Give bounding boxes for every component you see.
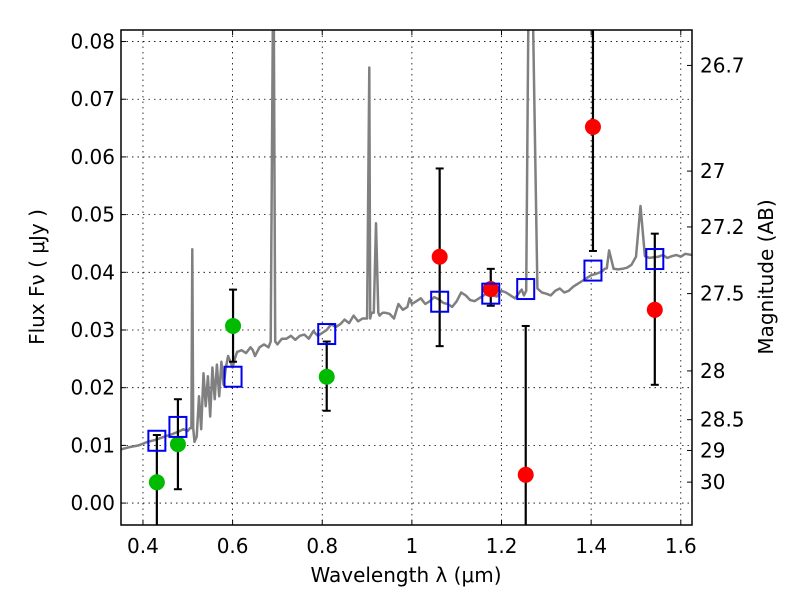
x-tick-label: 1	[406, 534, 419, 558]
x-tick-label: 0.8	[306, 534, 338, 558]
y-tick-label: 0.00	[70, 491, 115, 515]
right-tick-label: 29	[700, 438, 725, 462]
red-data-point	[431, 248, 448, 265]
right-tick-label: 28	[700, 359, 725, 383]
model-square	[516, 278, 536, 301]
red-data-point	[482, 281, 499, 298]
right-tick-label: 27	[700, 159, 725, 183]
spectrum-layer	[121, 30, 692, 451]
green-data-point	[148, 474, 165, 491]
model-square	[583, 259, 603, 282]
plot-frame	[120, 29, 693, 526]
model-square	[430, 290, 450, 313]
y-tick-label: 0.04	[70, 260, 115, 284]
right-tick-label: 27.2	[700, 215, 745, 239]
y-tick-label: 0.07	[70, 87, 115, 111]
x-tick-label: 1.4	[575, 534, 607, 558]
y-tick-label: 0.02	[70, 376, 115, 400]
x-tick-label: 0.6	[217, 534, 249, 558]
y-tick-label: 0.05	[70, 203, 115, 227]
model-square	[168, 415, 188, 438]
y-axis-label: Flux Fν ( μJy )	[25, 209, 49, 345]
plot-area	[121, 30, 692, 525]
model-square	[645, 248, 665, 271]
green-data-point	[318, 368, 335, 385]
red-data-point	[584, 118, 601, 135]
y-tick-label: 0.01	[70, 433, 115, 457]
model-square	[147, 429, 167, 452]
model-square	[223, 365, 243, 388]
y-tick-label: 0.08	[70, 30, 115, 54]
right-tick-label: 27.5	[700, 282, 745, 306]
right-tick-label: 30	[700, 470, 725, 494]
right-tick-label: 26.7	[700, 53, 745, 77]
right-tick-label: 28.5	[700, 408, 745, 432]
x-tick-label: 1.6	[665, 534, 697, 558]
green-data-point	[225, 317, 242, 334]
model-square	[481, 282, 501, 305]
y-tick-label: 0.03	[70, 318, 115, 342]
grid	[121, 30, 692, 525]
red-data-point	[517, 466, 534, 483]
x-axis-label: Wavelength λ (μm)	[310, 563, 501, 587]
y-tick-label: 0.06	[70, 145, 115, 169]
red-data-point	[646, 301, 663, 318]
squares-layer	[147, 248, 665, 452]
model-square	[317, 323, 337, 346]
ticks: 0.4 0.6 0.8 1 1.2 1.4 1.6 0.00 0.01 0.02 0.03 0.04 0…	[70, 30, 744, 558]
x-tick-label: 1.2	[486, 534, 518, 558]
right-axis-label: Magnitude (AB)	[754, 199, 778, 354]
spectrum-line	[121, 30, 692, 451]
x-tick-label: 0.4	[127, 534, 159, 558]
green-data-point	[169, 436, 186, 453]
points-layer	[148, 118, 663, 491]
